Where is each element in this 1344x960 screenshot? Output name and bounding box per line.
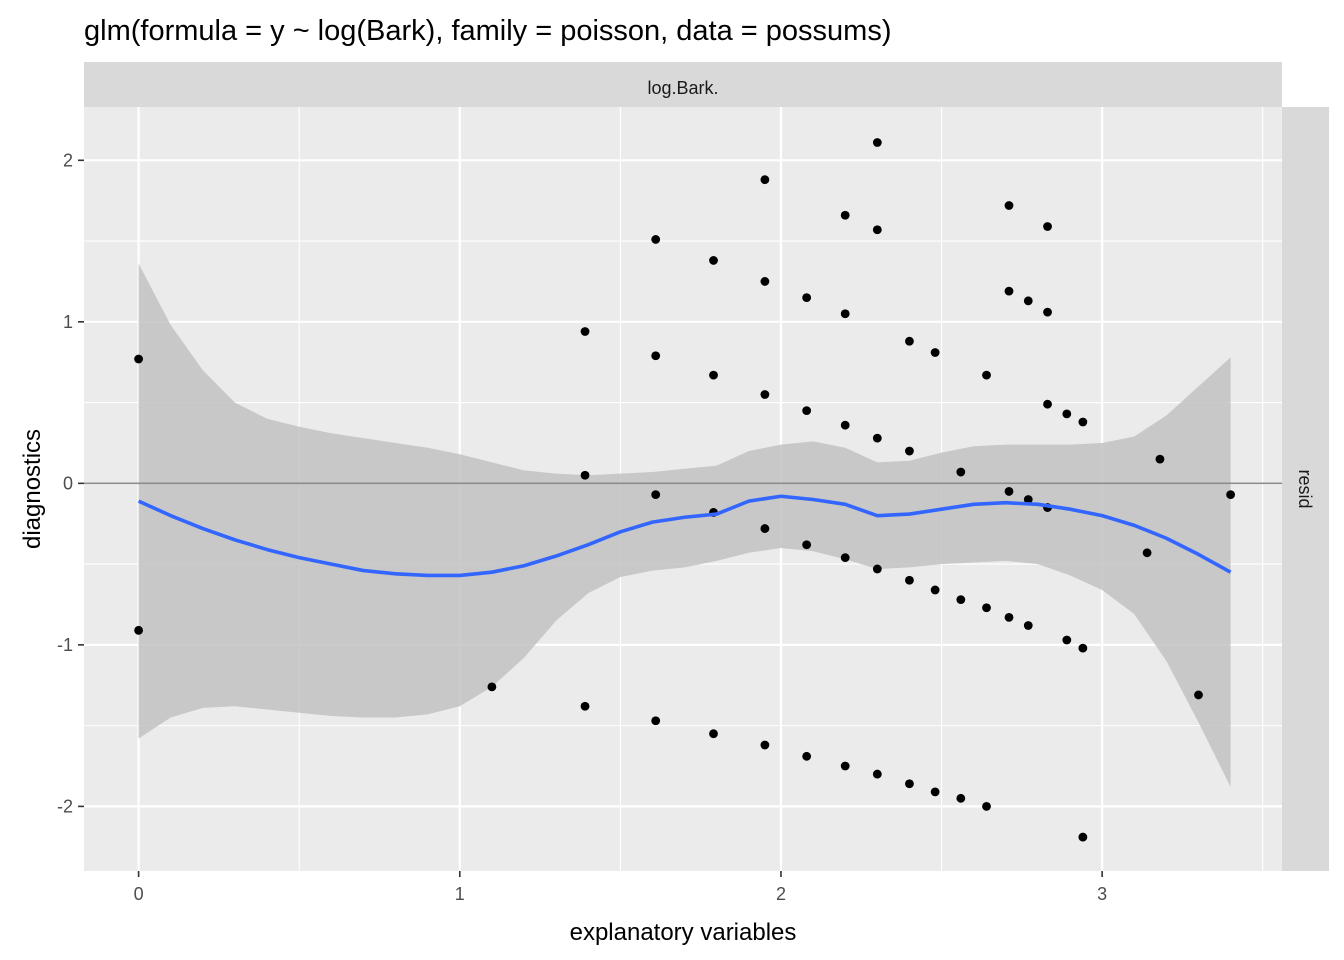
residual-point	[930, 585, 940, 595]
x-tick-label: 1	[455, 884, 465, 904]
residual-point	[840, 210, 850, 220]
residual-point	[487, 682, 497, 692]
x-axis: 0 1 2 3	[134, 871, 1107, 904]
residual-point	[872, 433, 882, 443]
residual-point	[709, 256, 718, 265]
residual-point	[1155, 454, 1165, 464]
residual-point	[1023, 621, 1033, 630]
residual-point	[1043, 399, 1052, 409]
residual-point	[905, 779, 914, 789]
y-axis-title: diagnostics	[19, 429, 46, 549]
residual-point	[982, 370, 991, 380]
facet-strip-right	[1282, 107, 1329, 871]
facet-strip-right-label: resid	[1295, 469, 1315, 508]
residual-point	[1004, 201, 1014, 210]
residual-point	[982, 801, 991, 811]
x-axis-title: explanatory variables	[570, 919, 797, 946]
facet-strip-top-label: log.Bark.	[647, 78, 718, 98]
residual-point	[905, 575, 914, 585]
residual-point	[1043, 222, 1052, 231]
residual-point	[872, 225, 882, 235]
residual-point	[1004, 613, 1014, 622]
residual-point	[930, 348, 940, 357]
residual-point	[580, 701, 590, 711]
residual-point	[651, 351, 661, 361]
residual-point	[840, 761, 850, 771]
residual-point	[760, 277, 770, 286]
residual-point	[802, 540, 812, 550]
residual-point	[1078, 643, 1088, 653]
residual-point	[1194, 690, 1203, 700]
y-tick-label: 2	[63, 150, 73, 170]
x-tick-label: 0	[134, 884, 144, 904]
residual-point	[1226, 490, 1236, 500]
residual-point	[1043, 307, 1052, 317]
residual-point	[905, 336, 914, 346]
residual-point	[840, 309, 850, 319]
residual-point	[840, 553, 850, 563]
residual-point	[1078, 417, 1088, 427]
residual-point	[1004, 487, 1014, 496]
y-tick-label: 1	[63, 312, 73, 332]
residual-point	[580, 327, 590, 336]
residual-point	[905, 446, 914, 456]
residual-point	[982, 603, 991, 613]
residual-points	[134, 138, 1236, 842]
confidence-band-layer	[138, 263, 1231, 788]
y-axis: -2 -1 0 1 2	[57, 150, 84, 816]
residual-point	[956, 793, 966, 803]
y-tick-label: 0	[63, 473, 73, 493]
residual-point	[760, 175, 770, 185]
residual-point	[956, 595, 966, 605]
residual-point	[956, 467, 966, 477]
smooth-line	[137, 494, 1232, 578]
residual-point	[872, 769, 882, 779]
y-tick-label: -2	[57, 796, 73, 816]
residual-point	[651, 235, 661, 244]
residual-point	[709, 370, 718, 380]
residual-point	[930, 787, 940, 797]
x-tick-label: 2	[776, 884, 786, 904]
chart-title: glm(formula = y ~ log(Bark), family = po…	[84, 15, 891, 47]
residual-point	[134, 625, 144, 635]
residual-point	[1142, 548, 1152, 558]
residual-point	[840, 420, 850, 430]
residual-point	[872, 564, 882, 574]
residual-point	[802, 406, 812, 416]
facet-strip-top	[84, 62, 1282, 107]
residual-point	[760, 524, 770, 533]
residual-point	[760, 740, 770, 750]
residual-point	[1023, 495, 1033, 504]
residual-point	[709, 729, 718, 739]
residual-point	[1023, 296, 1033, 306]
confidence-band	[138, 263, 1231, 788]
residual-point	[1062, 409, 1072, 419]
residual-point	[580, 470, 590, 480]
y-tick-label: -1	[57, 635, 73, 655]
residual-point	[1078, 832, 1088, 842]
residual-point	[802, 751, 812, 761]
residual-point	[872, 138, 882, 147]
residual-point	[651, 490, 661, 500]
smooth-line-layer	[137, 494, 1232, 578]
residual-point	[651, 716, 661, 726]
x-tick-label: 3	[1097, 884, 1107, 904]
residual-point	[1062, 635, 1072, 645]
residual-point	[760, 390, 770, 399]
residual-point	[802, 293, 812, 302]
residual-point	[134, 354, 144, 364]
residual-point	[1004, 286, 1014, 296]
